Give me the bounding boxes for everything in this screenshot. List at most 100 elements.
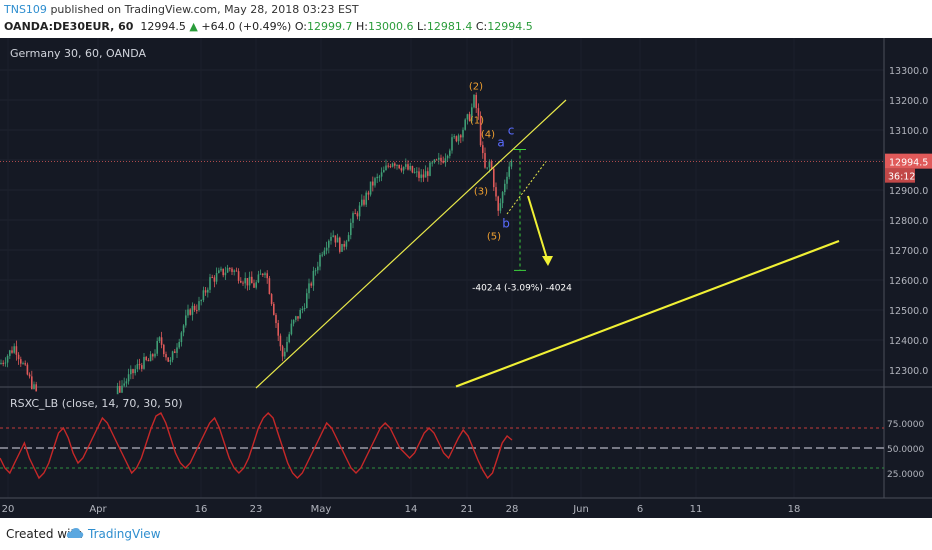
candle-body [231,268,233,272]
price-tick-label: 12400.0 [889,336,928,347]
chart-area[interactable]: Germany 30, 60, OANDA RSXC_LB (close, 14… [0,38,932,518]
chart-svg[interactable]: Germany 30, 60, OANDA RSXC_LB (close, 14… [0,38,932,518]
candle-body [328,240,330,248]
candle-body [455,136,458,142]
price-tick-label: 12600.0 [889,276,928,287]
candle-body [312,270,315,286]
candle-body [240,280,242,283]
candle-body [336,237,339,243]
candle-body [222,268,224,276]
time-tick-label: 14 [405,504,418,515]
tradingview-brand[interactable]: TradingView [88,527,161,541]
candle-body [292,319,295,324]
candle-body [143,356,145,369]
candle-body [398,164,400,169]
price-tick-label: 13300.0 [889,66,928,77]
candle-body [202,290,205,301]
time-tick-label: 28 [506,504,519,515]
footer: Created with TradingView [0,518,932,550]
candle-body [479,115,482,146]
ohlc-line: OANDA:DE30EUR, 60 12994.5 ▲ +64.0 (+0.49… [4,20,533,33]
candle-body [330,236,332,241]
candle-body [182,325,185,333]
candle-body [380,172,383,177]
candle-body [365,192,367,205]
close-label: C: [475,20,488,33]
candle-body [180,332,183,343]
candle-body [224,272,227,276]
candle-body [391,163,394,167]
candle-body [453,136,455,138]
candle-body [17,354,20,360]
candle-body [268,278,271,295]
candle-body [409,166,411,170]
price-tick-label: 12300.0 [889,366,928,377]
candle-body [308,283,310,294]
candle-body [345,241,348,247]
time-tick-label: 11 [690,504,703,515]
candle-body [123,383,125,386]
wave-label: (4) [481,130,495,141]
time-tick-label: Jun [572,504,589,515]
candle-body [306,293,308,308]
rsi-tick-label: 75.0000 [887,420,924,430]
candle-body [211,277,213,279]
candle-body [284,351,286,357]
up-triangle-icon: ▲ [189,20,198,33]
dotted-trendline [506,161,547,215]
candle-body [178,342,180,348]
tradingview-cloud-icon [66,528,84,538]
candle-body [367,192,370,195]
username-link[interactable]: TNS109 [4,3,47,16]
candle-body [171,351,174,360]
time-tick-label: 6 [637,504,643,515]
candle-body [253,283,255,288]
candle-body [334,235,337,243]
candle-body [323,250,326,255]
current-price-badge [885,153,932,169]
candle-body [488,161,491,168]
candle-body [457,135,460,142]
wave-label: (3) [474,187,488,198]
candle-body [189,309,191,315]
open-label: O: [294,20,308,33]
open-value: 12999.7 [307,20,353,33]
candle-body [288,334,290,342]
candles-layer [0,92,513,395]
candle-body [13,346,15,353]
chart-header: TNS109 published on TradingView.com, May… [0,0,932,38]
candle-body [493,168,495,188]
candle-body [504,183,506,193]
candle-body [418,171,420,178]
publish-info: TNS109 published on TradingView.com, May… [4,3,359,16]
price-tick-label: 12900.0 [889,186,928,197]
candle-body [347,235,350,242]
candle-body [134,369,136,374]
time-tick-label: 23 [250,504,263,515]
candle-body [185,315,187,326]
candle-body [277,323,279,336]
candle-body [482,145,484,154]
candle-body [372,181,374,186]
candle-body [147,360,150,362]
candle-body [119,386,121,393]
candle-body [0,362,2,364]
candle-body [145,356,147,361]
candle-body [396,164,398,166]
candle-body [435,159,438,161]
candle-body [352,213,354,223]
candle-body [273,303,275,315]
candle-body [369,181,372,195]
rsi-tick-label: 25.0000 [887,470,924,480]
candle-body [264,273,266,276]
down-arrow-shaft [527,195,549,263]
candle-body [343,244,345,247]
current-price-label: 12994.5 [889,158,928,169]
candle-body [471,107,473,121]
candle-body [121,385,123,393]
candle-body [449,150,451,156]
candle-body [314,270,317,272]
candle-body [275,314,277,324]
candle-body [358,205,361,217]
candle-body [11,350,13,353]
